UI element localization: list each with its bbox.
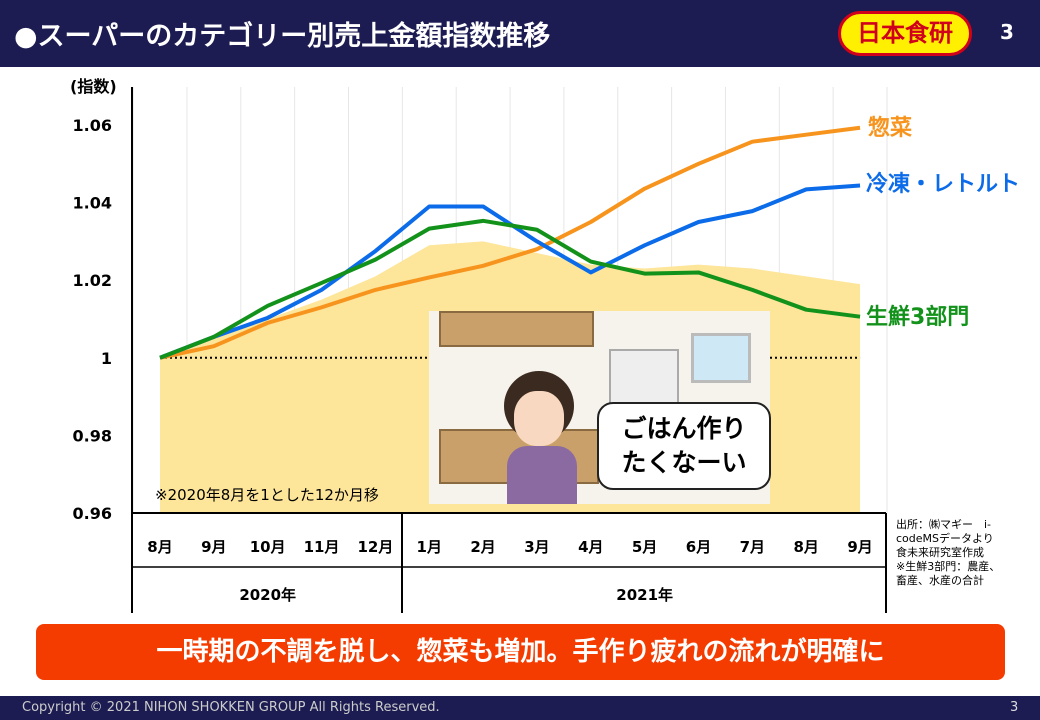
bubble-line-2: たくなーい [621,448,747,477]
speech-bubble: ごはん作り たくなーい [597,402,771,490]
source-line: 出所：㈱マギー i- [896,518,992,531]
x-tick-label: 12月 [357,538,393,556]
year-label: 2021年 [616,586,673,604]
woman-face-icon [514,391,564,446]
y-tick-label: 1.06 [73,116,112,135]
source-line: codeMSデータより [896,532,994,545]
year-label: 2020年 [239,586,296,604]
x-tick-label: 5月 [632,538,657,556]
x-tick-label: 1月 [417,538,442,556]
y-axis-title: (指数) [70,77,117,96]
series-label: 冷凍・レトルト [866,171,1020,197]
slide-title: ●スーパーのカテゴリー別売上金額指数推移 [14,21,551,52]
chart-note: ※2020年8月を1とした12か月移 [155,486,379,504]
y-tick-label: 1.04 [73,194,112,213]
x-tick-label: 11月 [304,538,340,556]
x-tick-label: 6月 [686,538,711,556]
y-tick-label: 0.96 [73,504,112,523]
company-logo: 日本食研 [838,11,972,56]
series-line [159,125,861,360]
header-bar: ●スーパーのカテゴリー別売上金額指数推移 日本食研 3 [0,0,1040,67]
woman-body-icon [507,446,577,504]
footer: Copyright © 2021 NIHON SHOKKEN GROUP All… [0,696,1040,720]
x-tick-label: 3月 [524,538,549,556]
series-line [159,218,861,360]
x-tick-label: 8月 [793,538,818,556]
bubble-line-1: ごはん作り [621,414,747,443]
x-tick-label: 8月 [147,538,172,556]
y-tick-label: 1 [101,349,112,368]
x-tick-label: 10月 [250,538,286,556]
x-tick-label: 9月 [847,538,872,556]
summary-banner: 一時期の不調を脱し、惣菜も増加。手作り疲れの流れが明確に [36,624,1005,680]
window-icon [691,333,751,383]
source-line: ※生鮮3部門：農産、 [896,560,1001,573]
copyright: Copyright © 2021 NIHON SHOKKEN GROUP All… [22,700,440,715]
y-tick-label: 1.02 [73,271,112,290]
x-tick-label: 4月 [578,538,603,556]
cabinet-icon [439,311,594,347]
page-number: 3 [1000,20,1014,44]
x-tick-label: 9月 [201,538,226,556]
source-line: 食未来研究室作成 [896,546,984,559]
y-tick-label: 0.98 [73,426,112,445]
source-line: 畜産、水産の合計 [896,574,984,587]
x-tick-label: 2月 [470,538,495,556]
series-label: 惣菜 [868,115,912,141]
footer-page-number: 3 [1010,700,1019,715]
x-tick-label: 7月 [740,538,765,556]
series-label: 生鮮3部門 [866,304,969,330]
source-note: 出所：㈱マギー i- codeMSデータより 食未来研究室作成 ※生鮮3部門：農… [896,518,1036,588]
